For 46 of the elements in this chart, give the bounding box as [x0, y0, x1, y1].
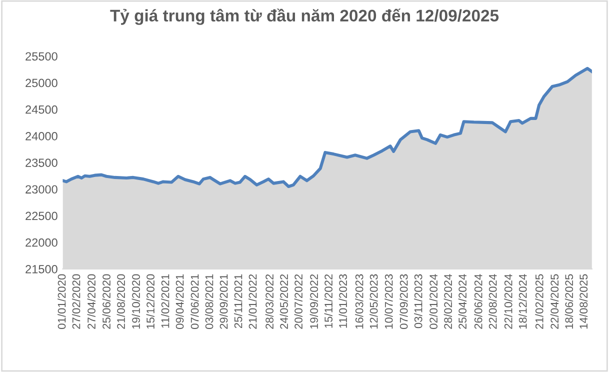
x-tick-label: 07/06/2021	[190, 274, 199, 329]
y-tick-label: 25500	[26, 52, 58, 61]
x-tick-label: 15/11/2022	[324, 274, 332, 328]
x-tick-label: 03/11/2023	[414, 274, 422, 328]
x-tick-label: 25/06/2020	[102, 274, 110, 329]
x-tick-label: 09/04/2021	[176, 274, 184, 329]
x-tick-label: 28/03/2022	[265, 274, 274, 329]
x-tick-label: 11/02/2021	[161, 274, 170, 328]
y-tick-label: 21500	[26, 264, 58, 274]
y-tick-label: 25000	[26, 78, 58, 88]
x-tick-label: 25/11/2021	[234, 274, 242, 328]
x-tick-label: 19/10/2020	[132, 274, 140, 329]
x-tick-label: 01/01/2020	[58, 274, 66, 329]
x-tick-label: 22/04/2025	[550, 274, 559, 329]
x-tick-label: 24/05/2022	[280, 274, 288, 329]
y-tick-label: 22500	[26, 212, 58, 220]
x-tick-label: 26/06/2024	[474, 274, 482, 329]
x-tick-label: 21/08/2020	[116, 274, 125, 329]
y-tick-label: 23500	[26, 158, 58, 167]
y-tick-label: 23000	[26, 185, 58, 194]
x-tick-label: 21/02/2025	[535, 274, 544, 329]
x-tick-label: 10/07/2023	[384, 274, 393, 329]
x-tick-label: 22/08/2024	[488, 274, 497, 329]
x-tick-label: 03/08/2021	[205, 274, 214, 329]
x-tick-label: 07/09/2023	[400, 274, 408, 329]
x-tick-label: 18/12/2024	[518, 274, 527, 329]
x-tick-label: 11/01/2023	[338, 274, 347, 328]
x-tick-label: 19/09/2022	[310, 274, 318, 329]
y-tick-label: 24500	[26, 105, 58, 114]
x-tick-label: 25/04/2024	[458, 274, 467, 329]
y-tick-label: 24000	[26, 132, 58, 140]
x-tick-label: 27/02/2020	[72, 274, 80, 329]
x-tick-label: 12/05/2023	[370, 274, 378, 329]
x-tick-label: 14/08/2025	[579, 274, 588, 329]
y-tick-label: 22000	[26, 238, 58, 247]
x-tick-label: 28/02/2024	[444, 274, 452, 329]
x-tick-label: 15/12/2020	[146, 274, 154, 329]
x-tick-label: 18/06/2025	[564, 274, 574, 329]
x-tick-label: 22/10/2024	[504, 274, 512, 329]
x-tick-label: 21/01/2022	[248, 274, 257, 329]
x-tick-label: 20/07/2022	[294, 274, 302, 329]
x-tick-label: 02/01/2024	[429, 274, 438, 329]
x-tick-label: 29/09/2021	[220, 274, 228, 329]
x-tick-label: 27/04/2020	[87, 274, 96, 329]
chart-title: Tỷ giá trung tâm từ đầu năm 2020 đến 12/09/2025	[110, 8, 499, 25]
x-tick-label: 16/03/2023	[355, 274, 364, 329]
